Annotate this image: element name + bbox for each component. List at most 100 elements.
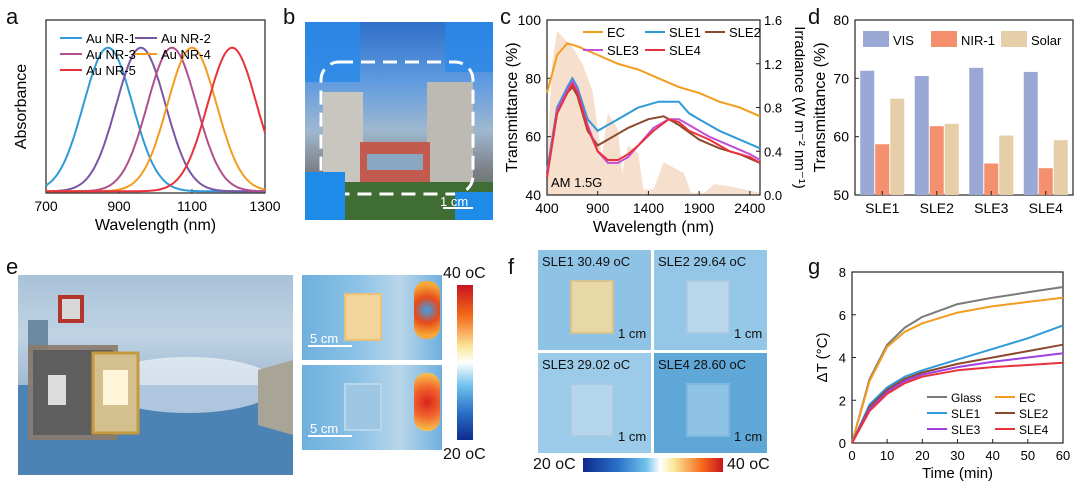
x-tick-label: SLE4	[1029, 200, 1063, 216]
legend-label: SLE4	[669, 43, 701, 58]
tile-label-sle2: SLE2 29.64 oC	[658, 254, 747, 269]
x-axis-label: Wavelength (nm)	[593, 219, 714, 236]
legend-label: Au NR-4	[161, 47, 211, 62]
legend-label: VIS	[893, 33, 914, 48]
bar-vis-sle1	[860, 70, 875, 195]
bar-solar-sle1	[890, 98, 905, 195]
legend-label: SLE3	[607, 43, 639, 58]
x-tick-label: 10	[880, 448, 894, 463]
x-tick-label: 900	[586, 200, 610, 216]
legend-label: SLE4	[1019, 423, 1049, 437]
series-line-sle1	[851, 324, 1064, 444]
bar-nir-1-sle3	[984, 163, 999, 195]
y-tick-label: 0	[839, 436, 846, 451]
x-tick-label: 1100	[177, 198, 207, 214]
bar-vis-sle4	[1023, 71, 1038, 195]
legend-label: EC	[607, 25, 625, 40]
scale-bar-e-top	[308, 345, 352, 347]
panel-label-d: d	[808, 4, 821, 29]
legend-swatch	[863, 31, 889, 47]
tile-scale-sle2: 1 cm	[734, 326, 763, 341]
y-axis-label: Transmittance (%)	[504, 42, 521, 172]
series-line-sle3	[851, 352, 1064, 444]
series-line-ec	[851, 296, 1064, 444]
y2-tick-label: 1.2	[764, 57, 782, 72]
cool-sample-bottom	[344, 383, 382, 431]
x-tick-label: SLE3	[974, 200, 1008, 216]
legend-swatch	[1001, 31, 1027, 47]
series-line-ec	[546, 42, 761, 118]
panel-label-a: a	[6, 4, 19, 29]
x-tick-label: 1300	[249, 198, 280, 214]
panel-label-g: g	[808, 254, 821, 279]
thermal-sle1: SLE1 30.49 oC 1 cm	[538, 250, 651, 350]
bar-nir-1-sle2	[929, 126, 944, 195]
series-line-sle1	[546, 76, 761, 172]
y-tick-label: 50	[833, 187, 849, 203]
y-tick-label: 2	[839, 393, 846, 408]
legend-label: SLE3	[951, 423, 981, 437]
legend-label: SLE1	[669, 25, 701, 40]
bar-solar-sle2	[944, 123, 959, 195]
bar-solar-sle4	[1053, 140, 1068, 195]
series-line-au-nr-5	[46, 46, 266, 193]
chart-g-temperature: 0 10 20 30 40 50 60 0 2 4 6 8 Time (min) ΔT (°C) Glass…	[814, 265, 1070, 482]
panel-label-b: b	[283, 4, 296, 29]
y-axis-label: ΔT (°C)	[814, 333, 831, 383]
x-tick-label: SLE1	[865, 200, 899, 216]
tile-label-sle3: SLE3 29.02 oC	[542, 357, 631, 372]
tile-scale-sle3: 1 cm	[618, 429, 647, 444]
y-tick-label: 60	[525, 129, 541, 145]
legend-label: SLE1	[951, 407, 981, 421]
legend-label: Au NR-3	[86, 47, 136, 62]
bar-nir-1-sle4	[1038, 168, 1053, 195]
series-line-sle2	[851, 343, 1064, 444]
y-tick-label: 60	[833, 129, 849, 145]
x-tick-label: 30	[950, 448, 964, 463]
legend-label: EC	[1019, 391, 1036, 405]
x-tick-label: 60	[1056, 448, 1070, 463]
sample-sle2	[686, 280, 730, 334]
bar-solar-sle3	[999, 135, 1014, 195]
panel-label-c: c	[500, 4, 511, 29]
x-tick-label: 50	[1021, 448, 1035, 463]
legend-label: Au NR-2	[161, 31, 211, 46]
chart-d-frame	[854, 19, 1074, 196]
x-tick-label: 40	[985, 448, 999, 463]
x-tick-label: 400	[535, 200, 559, 216]
legend-label: Au NR-1	[86, 31, 136, 46]
setup-illustration	[18, 275, 293, 475]
setup-scene	[18, 295, 293, 475]
series-line-sle4	[546, 82, 761, 178]
y-tick-label: 70	[833, 70, 849, 86]
thermal-sle2: SLE2 29.64 oC 1 cm	[654, 250, 767, 350]
y-tick-label: 4	[839, 351, 846, 366]
scale-label-e-bottom: 5 cm	[310, 421, 339, 436]
am15g-label: AM 1.5G	[551, 175, 602, 190]
window-photo: 1 cm	[305, 22, 493, 220]
x-axis-label: Wavelength (nm)	[95, 217, 216, 234]
series-line-sle3	[546, 79, 761, 175]
y2-tick-label: 0.4	[764, 144, 782, 159]
am15g-spectrum	[547, 30, 760, 196]
sample-sle3	[570, 383, 614, 437]
colorbar-e-top-label: 40 oC	[443, 265, 486, 282]
thermal-sle3: SLE3 29.02 oC 1 cm	[538, 353, 651, 453]
y-tick-label: 80	[833, 12, 849, 28]
building-scene	[305, 22, 493, 220]
chart-a-frame	[45, 19, 266, 194]
chart-a-absorbance: 700 900 1100 1300 Wavelength (nm) Absorbance A…	[13, 19, 280, 234]
thermal-sle4: SLE4 28.60 oC 1 cm	[654, 353, 767, 453]
x-tick-label: 700	[34, 198, 58, 214]
x-tick-label: 900	[107, 198, 131, 214]
bar-vis-sle2	[914, 76, 929, 195]
y-tick-label: 6	[839, 308, 846, 323]
panel-label-e: e	[6, 254, 19, 279]
colorbar-e	[457, 285, 473, 440]
legend-label: Solar	[1031, 33, 1062, 48]
x-tick-label: 20	[915, 448, 929, 463]
y-axis-label: Absorbance	[13, 64, 30, 149]
legend-label: SLE2	[729, 25, 761, 40]
colorbar-f-left-label: 20 oC	[533, 456, 576, 473]
